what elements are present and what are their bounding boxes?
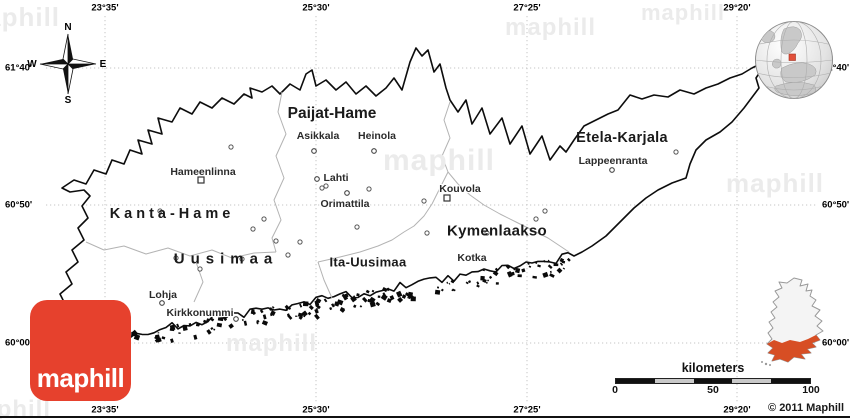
watermark: maphill	[226, 330, 318, 357]
grid-label-right: 60°00'	[822, 337, 850, 349]
compass-s-label: S	[65, 95, 72, 106]
globe-landmasses	[755, 21, 833, 99]
graticule-lines	[46, 16, 818, 403]
compass-rose: N S W E	[27, 22, 106, 106]
compass-west-arm	[40, 59, 68, 64]
grid-label-left: 60°00'	[5, 337, 33, 349]
highlighted-region	[767, 335, 820, 362]
compass-w-label: W	[27, 59, 37, 70]
scale-bar-unit-label: kilometers	[681, 361, 745, 375]
grid-label-top: 25°30'	[302, 2, 330, 14]
scale-bar-ticks: 0 50 100	[610, 384, 820, 397]
grid-label-right: 61°40'	[822, 62, 850, 74]
compass-n-label: N	[64, 22, 71, 33]
city-label-asikkala: Asikkala	[296, 130, 340, 142]
compass-e-label: E	[100, 59, 107, 70]
maphill-logo-text: maphill	[36, 363, 125, 393]
compass-south-arm	[67, 63, 74, 95]
compass-east-arm	[67, 58, 97, 65]
scale-tick: 0	[612, 384, 618, 396]
bottom-border	[0, 416, 850, 418]
location-marker-icon	[788, 53, 796, 61]
watermark: maphill	[726, 168, 825, 198]
finland-locator-inset	[761, 277, 824, 366]
aland-islands	[764, 362, 768, 366]
city-label-orimattila: Orimattila	[320, 198, 370, 210]
watermark: maphill	[641, 0, 726, 25]
compass-north-arm	[62, 33, 69, 65]
compass-east-arm	[68, 64, 96, 69]
scale-tick: 50	[707, 384, 719, 396]
maphill-logo[interactable]: maphill	[30, 300, 131, 401]
region-label-etela-karjala: Etela-Karjala	[576, 130, 668, 146]
grid-label-bottom: 27°25'	[513, 404, 541, 416]
city-label-kirkkonummi: Kirkkonummi	[166, 307, 234, 319]
grid-label-top: 29°20'	[723, 2, 751, 14]
city-label-lappeenranta: Lappeenranta	[578, 155, 648, 167]
copyright-notice: © 2011 Maphill	[768, 402, 844, 414]
town-markers	[157, 144, 679, 322]
city-label-kouvola: Kouvola	[439, 183, 481, 195]
grid-label-right: 60°50'	[822, 199, 850, 211]
grid-label-left: 60°50'	[5, 199, 33, 211]
watermark: maphill	[383, 144, 496, 177]
aland-islands	[761, 361, 763, 363]
city-label-heinola: Heinola	[358, 130, 396, 142]
watermark: maphill	[505, 14, 597, 41]
city-label-kotka: Kotka	[457, 252, 487, 264]
aland-islands	[769, 364, 771, 366]
grid-label-top: 27°25'	[513, 2, 541, 14]
compass-north-arm	[68, 34, 73, 64]
watermark: maphill	[0, 2, 61, 32]
city-label-lohja: Lohja	[149, 289, 177, 301]
scale-bar: kilometers 0 50 100	[610, 361, 820, 397]
grid-label-bottom: 29°20'	[723, 404, 751, 416]
region-label-kanta-hame: Kanta-Hame	[109, 206, 235, 222]
region-label-uusimaa: Uusimaa	[173, 250, 279, 268]
region-label-kymenlaakso: Kymenlaakso	[446, 222, 548, 240]
region-outline	[55, 47, 765, 350]
grid-label-left: 61°40'	[5, 62, 33, 74]
region-label-ita-uusimaa: Ita-Uusimaa	[329, 254, 407, 270]
globe-graticule	[755, 21, 833, 99]
compass-west-arm	[39, 63, 69, 70]
region-label-paijat-hame: Paijat-Hame	[287, 105, 377, 122]
grid-label-bottom: 25°30'	[302, 404, 330, 416]
globe-locator-inset	[755, 21, 833, 99]
grid-label-top: 23°35'	[91, 2, 119, 14]
grid-label-bottom: 23°35'	[91, 404, 119, 416]
scale-bar-segments	[615, 378, 811, 384]
city-label-hameenlinna: Hameenlinna	[170, 166, 236, 178]
compass-south-arm	[63, 64, 68, 94]
scale-tick: 100	[802, 384, 820, 396]
city-label-lahti: Lahti	[323, 172, 349, 184]
watermark: maphill	[0, 396, 52, 419]
